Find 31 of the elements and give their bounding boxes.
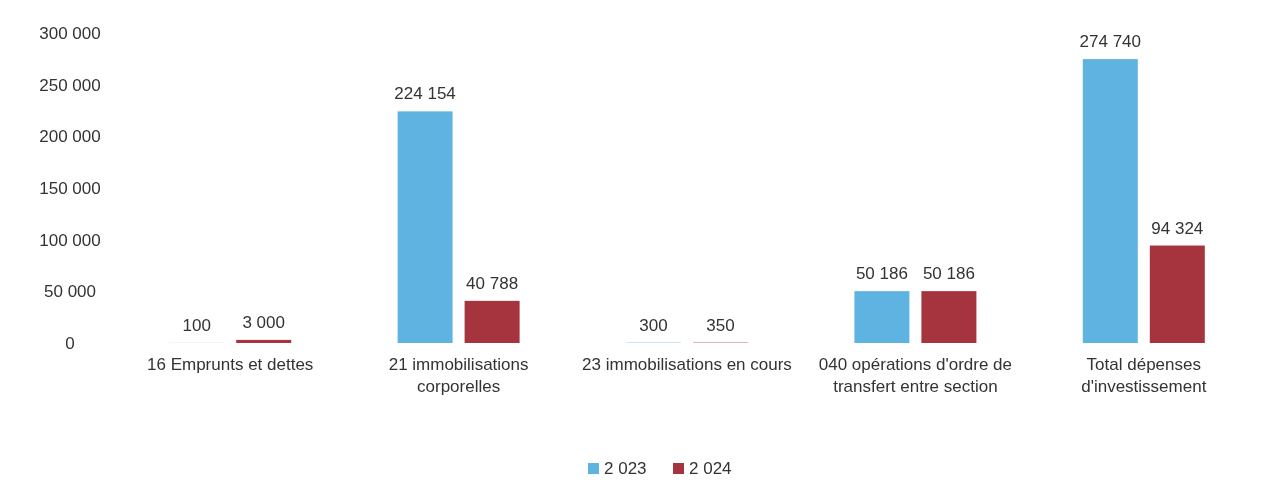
bar	[464, 300, 520, 343]
x-tick-label: Total dépenses d'investissement	[1081, 355, 1207, 397]
y-tick-label: 50 000	[44, 282, 96, 302]
y-tick-label: 100 000	[39, 230, 101, 250]
bar	[397, 111, 453, 343]
data-label: 40 788	[466, 273, 519, 293]
bar	[921, 291, 977, 343]
bar	[1082, 59, 1138, 343]
y-tick-label: 200 000	[39, 127, 101, 147]
y-tick-label: 300 000	[39, 23, 101, 43]
y-tick-label: 250 000	[39, 75, 101, 95]
legend-label: 2 023	[604, 459, 647, 479]
y-tick-label: 0	[65, 333, 75, 353]
data-label: 50 186	[922, 264, 975, 284]
data-label: 94 324	[1151, 218, 1204, 238]
data-label: 300	[639, 315, 668, 335]
data-label: 224 154	[394, 84, 456, 104]
data-label: 50 186	[855, 264, 908, 284]
bar	[236, 339, 292, 343]
x-tick-label: 16 Emprunts et dettes	[147, 355, 314, 375]
bar	[1149, 245, 1205, 343]
data-label: 274 740	[1079, 32, 1142, 52]
data-label: 350	[706, 315, 735, 335]
x-tick-label: 21 immobilisations corporelles	[388, 355, 529, 397]
x-tick-label: 040 opérations d'ordre de transfert entre section	[818, 355, 1013, 397]
data-label: 100	[182, 315, 211, 335]
legend-label: 2 024	[689, 459, 732, 479]
data-label: 3 000	[242, 312, 285, 332]
y-tick-label: 150 000	[39, 178, 101, 198]
bar	[854, 291, 910, 343]
x-tick-label: 23 immobilisations en cours	[582, 355, 792, 375]
